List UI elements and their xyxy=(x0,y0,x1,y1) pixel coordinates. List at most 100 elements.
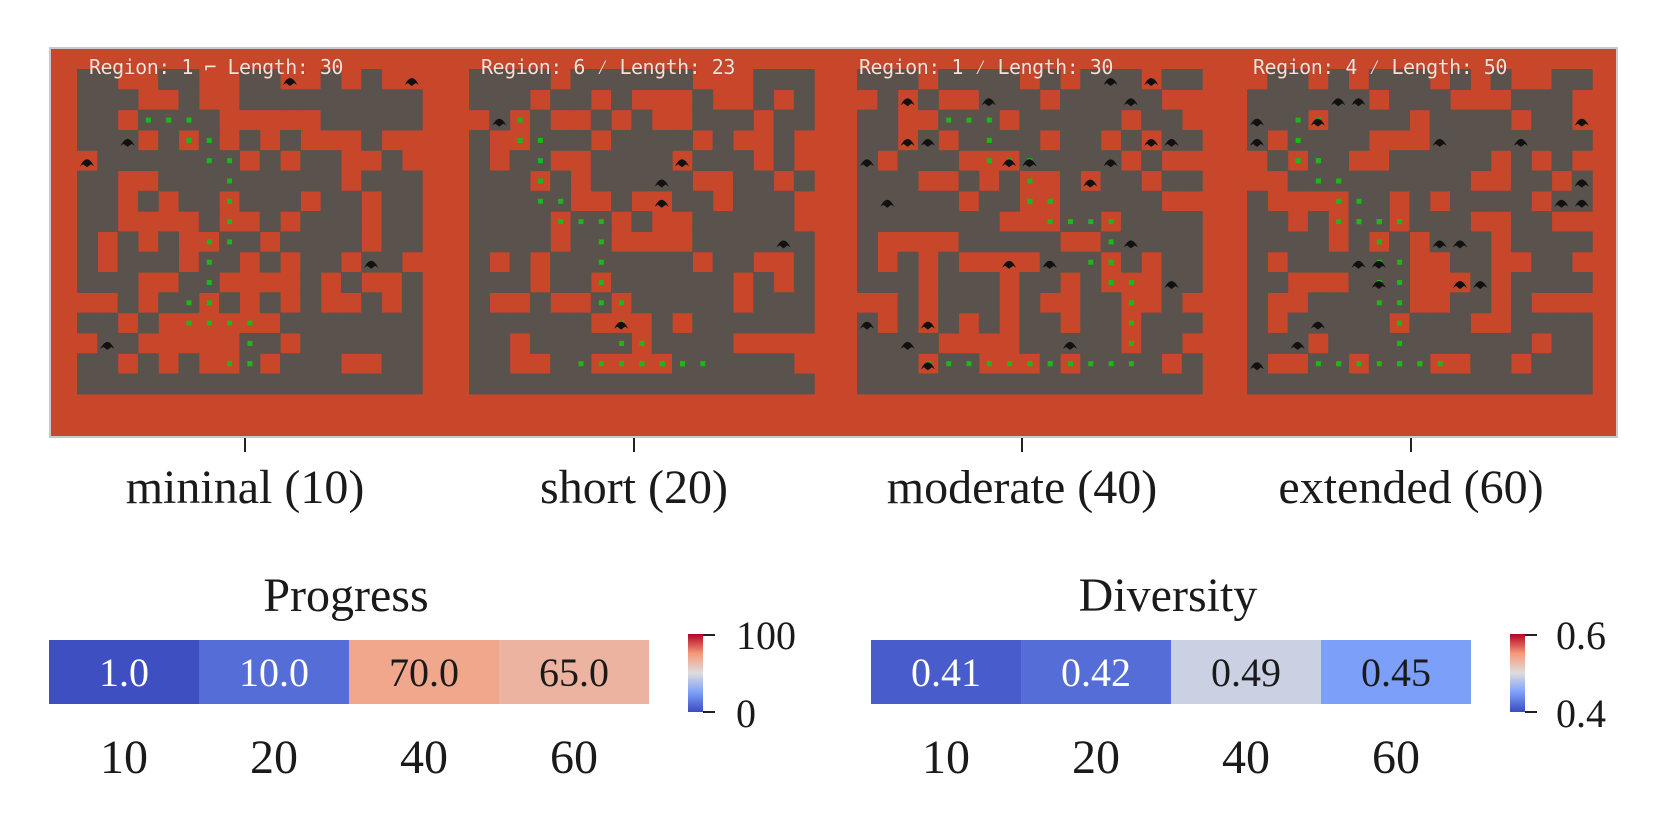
maze-enemy-icon xyxy=(1002,260,1017,269)
maze-floor-tile xyxy=(1389,373,1410,395)
maze-floor-tile xyxy=(489,69,511,90)
maze-floor-tile xyxy=(529,211,551,232)
maze-floor-tile xyxy=(300,312,322,334)
maze-floor-tile xyxy=(117,150,139,172)
maze-floor-tile xyxy=(469,353,490,375)
maze-path-dot xyxy=(186,117,192,123)
maze-path-dot xyxy=(517,137,523,143)
maze-caption: Region: 1 ⁄ Length: 30 xyxy=(859,55,1113,79)
maze-enemy-icon xyxy=(1351,98,1366,107)
maze-floor-tile xyxy=(1247,312,1268,334)
maze-floor-tile xyxy=(117,272,139,293)
maze-floor-tile xyxy=(489,89,511,111)
maze-floor-tile xyxy=(489,312,511,334)
maze-floor-tile xyxy=(1307,231,1329,253)
maze-path-dot xyxy=(1068,361,1073,367)
maze-floor-tile xyxy=(1429,373,1451,395)
maze-floor-tile xyxy=(570,69,592,90)
maze-path-dot xyxy=(986,158,992,164)
maze-path-dot xyxy=(227,219,233,225)
maze-floor-tile xyxy=(1161,109,1183,131)
maze-floor-tile xyxy=(1450,109,1471,131)
maze-floor-tile xyxy=(1039,312,1061,334)
maze-strip: Region: 1 ⌐ Length: 30 Region: 6 ⁄ Lengt… xyxy=(49,47,1618,438)
maze-path-dot xyxy=(700,361,706,367)
maze-floor-tile xyxy=(793,231,815,253)
maze-floor-tile xyxy=(1307,373,1329,395)
maze-floor-tile xyxy=(672,190,693,212)
maze-floor-tile xyxy=(401,312,423,334)
x-tick-mark xyxy=(244,438,246,452)
maze-path-dot xyxy=(598,361,604,367)
maze-floor-tile xyxy=(1531,109,1553,131)
maze-path-dot xyxy=(619,300,625,306)
maze-floor-tile xyxy=(611,129,632,151)
maze-floor-tile xyxy=(1247,292,1268,314)
maze-grid-moderate xyxy=(857,69,1203,395)
maze-floor-tile xyxy=(1039,373,1061,395)
maze-floor-tile xyxy=(509,211,531,232)
maze-enemy-icon xyxy=(1351,260,1366,269)
maze-floor-tile xyxy=(259,190,281,212)
diversity-cell: 0.42 xyxy=(1021,640,1171,704)
maze-path-dot xyxy=(1376,219,1382,225)
maze-floor-tile xyxy=(1531,251,1553,273)
maze-floor-tile xyxy=(611,272,632,293)
diversity-colorbar-tick xyxy=(1525,634,1537,636)
maze-floor-tile xyxy=(732,211,754,232)
maze-floor-tile xyxy=(1328,251,1350,273)
maze-floor-tile xyxy=(239,190,261,212)
maze-floor-tile xyxy=(1019,272,1041,293)
maze-floor-tile xyxy=(1060,251,1081,273)
maze-floor-tile xyxy=(340,211,362,232)
maze-floor-tile xyxy=(320,211,342,232)
maze-path-dot xyxy=(1336,361,1342,367)
maze-path-dot xyxy=(1397,300,1403,306)
diversity-cell: 0.49 xyxy=(1171,640,1321,704)
maze-floor-tile xyxy=(793,373,815,395)
maze-enemy-icon xyxy=(1164,138,1179,147)
maze-floor-tile xyxy=(137,373,159,395)
maze-floor-tile xyxy=(489,272,511,293)
maze-floor-tile xyxy=(300,231,322,253)
maze-floor-tile xyxy=(280,129,301,151)
maze-floor-tile xyxy=(672,251,693,273)
maze-floor-tile xyxy=(1450,373,1471,395)
progress-colorbar xyxy=(688,634,703,712)
diversity-colorbar-max: 0.6 xyxy=(1556,613,1606,658)
maze-floor-tile xyxy=(469,251,490,273)
maze-floor-tile xyxy=(793,292,815,314)
maze-floor-tile xyxy=(1307,292,1329,314)
diversity-colorbar-min: 0.4 xyxy=(1556,691,1606,736)
maze-floor-tile xyxy=(469,312,490,334)
maze-path-dot xyxy=(558,219,564,225)
maze-floor-tile xyxy=(753,69,775,90)
maze-floor-tile xyxy=(570,272,592,293)
maze-floor-tile xyxy=(938,312,960,334)
progress-colorbar-tick xyxy=(703,711,715,713)
maze-floor-tile xyxy=(732,373,754,395)
maze-floor-tile xyxy=(509,89,531,111)
maze-enemy-icon xyxy=(1103,159,1118,168)
maze-label-minimal: mininal (10) xyxy=(125,461,365,514)
maze-floor-tile xyxy=(773,69,795,90)
maze-floor-tile xyxy=(117,251,139,273)
maze-floor-tile xyxy=(158,170,180,192)
maze-floor-tile xyxy=(259,332,281,354)
maze-floor-tile xyxy=(239,129,261,151)
maze-label-moderate: moderate (40) xyxy=(886,461,1158,514)
maze-enemy-icon xyxy=(1250,118,1264,127)
maze-floor-tile xyxy=(97,211,119,232)
maze-path-dot xyxy=(680,361,685,367)
maze-floor-tile xyxy=(550,251,572,273)
maze-floor-tile xyxy=(1287,251,1309,273)
maze-floor-tile xyxy=(1120,69,1142,90)
maze-path-dot xyxy=(966,117,972,123)
maze-floor-tile xyxy=(877,69,899,90)
maze-enemy-icon xyxy=(1164,281,1179,289)
maze-floor-tile xyxy=(1161,69,1183,90)
maze-floor-tile xyxy=(509,312,531,334)
maze-floor-tile xyxy=(611,69,632,90)
maze-floor-tile xyxy=(773,150,795,172)
maze-floor-tile xyxy=(1551,353,1573,375)
